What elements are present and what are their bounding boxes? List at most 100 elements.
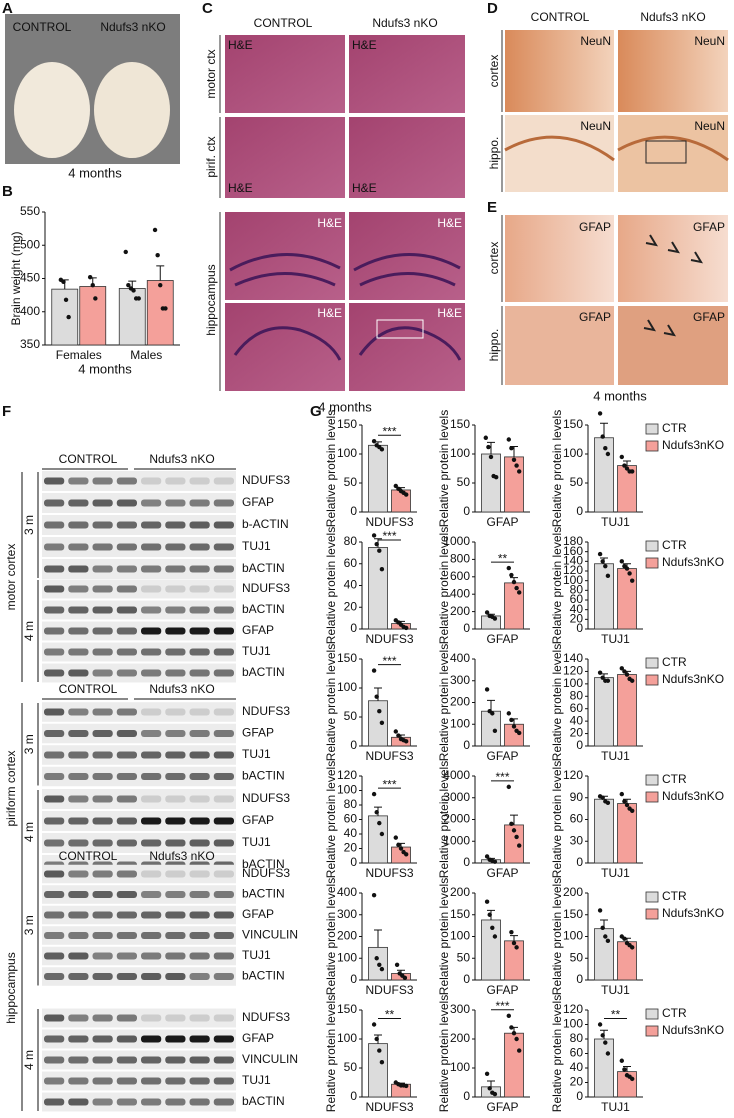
y-tick-label: 0: [350, 855, 357, 869]
blot-band: [116, 606, 137, 614]
blot-band: [92, 891, 113, 898]
blot-band: [116, 751, 137, 759]
blot-band: [189, 1035, 210, 1043]
blot-band: [68, 773, 89, 780]
data-point: [605, 678, 611, 683]
band-label: TUJ1: [242, 948, 271, 962]
legend-label: Ndufs3nKO: [662, 438, 724, 452]
blot-band: [141, 730, 162, 737]
y-tick-label: 60: [344, 556, 358, 570]
stain-label: H&E: [352, 181, 377, 195]
data-point: [123, 249, 128, 255]
significance-label: ***: [382, 777, 396, 791]
y-tick-label: 50: [457, 950, 471, 964]
micrograph: [618, 115, 728, 192]
blot-band: [189, 585, 210, 593]
y-tick-label: 200: [337, 929, 357, 943]
micrograph: [505, 115, 614, 192]
y-axis-label: Relative protein levels: [324, 410, 338, 527]
data-point: [393, 729, 398, 734]
y-tick-label: 140: [563, 554, 583, 568]
error-bar: [374, 687, 382, 701]
blot-band: [141, 669, 162, 677]
blot-strip: [42, 1050, 236, 1070]
significance-label: ***: [495, 999, 509, 1013]
time-label: 4 m: [22, 1050, 36, 1070]
blot-band: [92, 1056, 113, 1064]
data-point: [600, 1033, 605, 1038]
y-tick-label: 60: [570, 812, 584, 826]
y-tick-label: 80: [344, 797, 358, 811]
blot-band: [68, 817, 89, 825]
blot-band: [92, 1077, 113, 1085]
stain-label: H&E: [317, 306, 342, 320]
bar: [118, 288, 146, 346]
data-point: [509, 572, 514, 578]
blot-band: [213, 648, 234, 656]
band-label: NDUFS3: [242, 791, 290, 805]
blot-band: [44, 730, 65, 737]
data-point: [605, 1051, 611, 1056]
blot-strip: [42, 579, 236, 599]
blot-band: [213, 911, 234, 919]
data-point: [619, 1058, 624, 1063]
blot-band: [189, 648, 210, 656]
column-label: Ndufs3 nKO: [149, 849, 214, 863]
x-tick-label: Males: [130, 348, 162, 362]
bar: [79, 286, 107, 346]
legend-swatch: [645, 674, 659, 686]
blot-band: [213, 606, 234, 614]
data-point: [514, 463, 519, 468]
blot-band: [141, 773, 162, 780]
stain-label: H&E: [437, 306, 462, 320]
data-point: [605, 573, 611, 579]
band-label: bACTIN: [242, 969, 285, 983]
blot-band: [141, 932, 162, 939]
column-label: CONTROL: [59, 452, 118, 466]
blot-band: [141, 499, 162, 507]
blot-band: [213, 1077, 234, 1085]
data-point: [374, 1036, 379, 1042]
bar: [51, 288, 79, 346]
data-point: [490, 925, 495, 930]
blot-band: [213, 477, 234, 485]
data-point: [511, 828, 517, 833]
blot-band: [68, 585, 89, 593]
blot-band: [165, 543, 186, 551]
data-point: [404, 1083, 409, 1089]
error-bar: [487, 1080, 495, 1087]
data-point: [630, 678, 635, 683]
blot-band: [116, 1077, 137, 1085]
band-label: b-ACTIN: [242, 517, 289, 531]
bar: [481, 710, 501, 747]
band-label: NDUFS3: [242, 473, 290, 487]
blot-band: [141, 795, 162, 803]
data-point: [597, 551, 603, 557]
blot-band: [44, 627, 65, 635]
significance-label: **: [385, 1008, 395, 1022]
data-point: [511, 940, 517, 946]
data-point: [396, 733, 401, 738]
blot-band: [116, 565, 137, 573]
blot-band: [165, 708, 186, 716]
blot-band: [165, 1098, 186, 1106]
y-tick-label: 100: [450, 929, 470, 943]
blot-strip: [42, 766, 236, 787]
blot-band: [213, 730, 234, 737]
data-point: [136, 296, 141, 301]
blot-band: [44, 751, 65, 759]
data-point: [511, 724, 517, 729]
data-point: [87, 274, 93, 280]
y-tick-label: 400: [337, 885, 357, 899]
tissue-layer: [504, 135, 729, 162]
y-tick-label: 30: [570, 833, 584, 847]
blot-band: [141, 543, 162, 551]
blot-band: [189, 708, 210, 716]
time-label: 4 m: [22, 822, 36, 842]
region-label: hippocampus: [4, 952, 18, 1023]
blot-band: [141, 477, 162, 485]
y-tick-label: 80: [570, 1031, 584, 1045]
y-tick-label: 100: [563, 1017, 583, 1031]
y-tick-label: 120: [563, 563, 583, 577]
blot-band: [189, 565, 210, 573]
